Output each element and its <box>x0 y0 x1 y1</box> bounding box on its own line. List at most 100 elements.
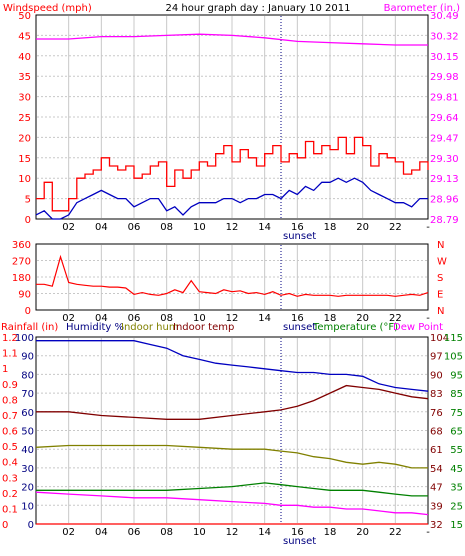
x-tick-label: 20 <box>356 222 369 233</box>
barometer-tick-label: 28.79 <box>430 215 459 226</box>
humidity-tick-label: 30 <box>21 464 34 475</box>
temperature-tick-label-outer: 65 <box>450 427 463 438</box>
rainfall-tick-label: 0 <box>2 520 8 531</box>
x-tick-label: 22 <box>389 313 402 324</box>
rainfall-tick-label: 1.1 <box>2 349 18 360</box>
humidity-tick-label: 0 <box>28 520 34 531</box>
direction-tick-label: 360 <box>12 240 31 251</box>
rainfall-tick-label: 1.2 <box>2 333 18 344</box>
rainfall-tick-label: 1 <box>2 364 8 375</box>
compass-label: N <box>437 306 444 317</box>
windspeed-tick-label: 5 <box>25 195 31 206</box>
compass-label: N <box>437 240 444 251</box>
rainfall-tick-label: 0.8 <box>2 395 18 406</box>
barometer-tick-label: 29.30 <box>430 154 459 165</box>
direction-tick-label: 270 <box>12 257 31 268</box>
temperature-tick-label-inner: 32 <box>430 520 443 531</box>
temperature-tick-label-inner: 47 <box>430 483 443 494</box>
windspeed-tick-label: 25 <box>18 113 31 124</box>
temperature-tick-label-outer: 25 <box>450 501 463 512</box>
humidity-tick-label: 100 <box>15 333 34 344</box>
temperature-series-line <box>36 482 428 497</box>
x-tick-label: 10 <box>193 222 206 233</box>
sunset-label: sunset <box>283 536 316 547</box>
x-tick-label: - <box>426 313 430 324</box>
windspeed-tick-label: 15 <box>18 154 31 165</box>
humidity-tick-label: 40 <box>21 445 34 456</box>
barometer-tick-label: 28.96 <box>430 195 459 206</box>
barometer-axis-label: Barometer (in.) <box>384 3 460 14</box>
x-tick-label: 20 <box>356 527 369 538</box>
windspeed-tick-label: 50 <box>18 11 31 22</box>
rainfall-tick-label: 0.7 <box>2 411 18 422</box>
temperature-tick-label-outer: 95 <box>450 370 463 381</box>
x-tick-label: 10 <box>193 313 206 324</box>
direction-tick-label: 0 <box>25 306 31 317</box>
humidity-tick-label: 20 <box>21 483 34 494</box>
temperature-tick-label-inner: 76 <box>430 408 443 419</box>
sunset-label: sunset <box>283 231 316 242</box>
humidity-axis-label: Humidity % <box>66 322 124 333</box>
x-tick-label: 16 <box>291 222 304 233</box>
x-tick-label: 10 <box>193 527 206 538</box>
rainfall-tick-label: 0.5 <box>2 442 18 453</box>
avg-wind-series-line <box>35 177 428 220</box>
wind-barometer-panel: 02 04 06 08 10 12 14 16 18 20 22 -sunset50454035302… <box>18 11 458 242</box>
rainfall-axis-label: Rainfall (in) <box>1 322 58 333</box>
windspeed-tick-label: 10 <box>18 174 31 185</box>
x-tick-label: 06 <box>128 313 141 324</box>
x-tick-label: 04 <box>95 527 108 538</box>
chart-title: 24 hour graph day : January 10 2011 <box>166 3 351 14</box>
temperature-tick-label-inner: 61 <box>430 445 443 456</box>
barometer-tick-label: 30.15 <box>430 52 459 63</box>
x-tick-label: 08 <box>160 222 173 233</box>
rainfall-tick-label: 0.9 <box>2 380 18 391</box>
x-tick-label: 04 <box>95 313 108 324</box>
windspeed-tick-label: 20 <box>18 133 31 144</box>
x-tick-label: 12 <box>226 527 239 538</box>
direction-tick-label: 90 <box>18 290 31 301</box>
humidity-tick-label: 80 <box>21 370 34 381</box>
x-tick-label: 22 <box>389 527 402 538</box>
temperature-tick-label-outer: 75 <box>450 408 463 419</box>
temperature-tick-label-outer: 15 <box>450 520 463 531</box>
x-tick-label: 06 <box>128 527 141 538</box>
temperature-tick-label-inner: 97 <box>430 352 443 363</box>
barometer-tick-label: 29.13 <box>430 174 459 185</box>
x-tick-label: 06 <box>128 222 141 233</box>
temperature-axis-label: Temperature (°F) <box>312 322 398 333</box>
humidity-tick-label: 60 <box>21 408 34 419</box>
temperature-tick-label-inner: 68 <box>430 427 443 438</box>
wind-direction-panel: 02 04 06 08 10 12 14 16 18 20 22 - sunset 360 270 180 90… <box>12 240 447 333</box>
barometer-tick-label: 30.49 <box>430 11 459 22</box>
temperature-tick-label-outer: 45 <box>450 464 463 475</box>
x-tick-label: - <box>426 527 430 538</box>
windspeed-tick-label: 40 <box>18 52 31 63</box>
x-tick-label: 02 <box>62 222 75 233</box>
x-tick-label: 18 <box>324 527 337 538</box>
rainfall-tick-label: 0.6 <box>2 427 18 438</box>
x-tick-label: 16 <box>291 527 304 538</box>
x-tick-label: - <box>426 222 430 233</box>
barometer-tick-label: 30.32 <box>430 31 459 42</box>
dewpoint-series-line <box>35 491 429 516</box>
humidity-tick-label: 90 <box>21 352 34 363</box>
rainfall-tick-label: 0.2 <box>2 489 18 500</box>
compass-label: W <box>437 257 447 268</box>
x-tick-label: 12 <box>226 222 239 233</box>
temperature-tick-label-inner: 83 <box>430 389 443 400</box>
x-tick-label: 14 <box>258 527 271 538</box>
temperature-tick-label-inner: 39 <box>430 501 443 512</box>
windspeed-tick-label: 30 <box>18 93 31 104</box>
temperature-tick-label-inner: 54 <box>430 464 443 475</box>
gust-series-line <box>36 136 429 212</box>
dewpoint-axis-label: Dew Point <box>393 322 443 333</box>
temperature-tick-label-outer: 55 <box>450 445 463 456</box>
barometer-tick-label: 29.98 <box>430 72 459 83</box>
temperature-tick-label-outer: 85 <box>450 389 463 400</box>
rainfall-tick-label: 0.3 <box>2 473 18 484</box>
x-tick-label: 18 <box>324 313 337 324</box>
indoor-temp-series-line <box>36 384 429 420</box>
humidity-tick-label: 70 <box>21 389 34 400</box>
